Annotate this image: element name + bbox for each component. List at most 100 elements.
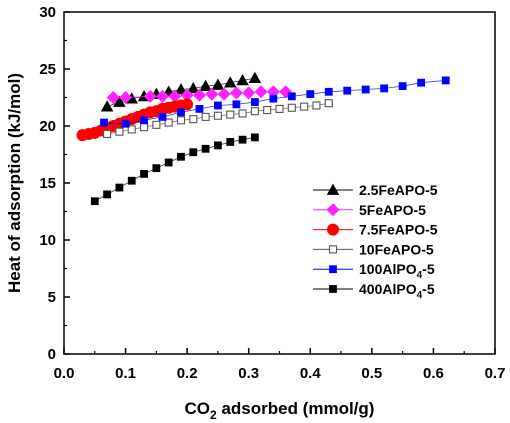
y-tick-label: 10 [39,232,56,249]
data-point [236,73,249,86]
data-point [226,138,235,146]
data-point [143,89,157,103]
series-2 [106,85,293,105]
data-point [229,86,243,100]
data-point [254,85,268,99]
x-tick-label: 0.2 [177,365,198,382]
data-point [248,71,262,83]
data-point [201,144,210,153]
data-point [119,90,133,105]
data-point [300,102,309,111]
data-point [214,101,222,110]
data-point [232,100,241,109]
legend-marker [326,203,340,217]
data-point [211,78,225,90]
data-point [361,85,370,94]
data-point [139,123,149,132]
legend-item: 7.5FeAPO-5 [313,222,438,238]
data-point [250,133,259,142]
data-point [226,110,235,119]
series-5 [100,76,450,128]
data-point [238,135,247,144]
data-point [127,125,136,134]
legend-label: 5FeAPO-5 [359,202,426,218]
data-point [189,115,198,124]
data-point [164,118,173,127]
data-point [100,100,114,112]
legend-label: 400AlPO4-5 [359,281,435,301]
data-point [417,78,426,87]
data-point [189,148,198,157]
x-tick-label: 0.6 [423,365,444,382]
data-point [380,84,389,93]
data-point [217,87,231,101]
data-point [441,76,450,85]
data-point [250,98,259,106]
data-point [287,92,296,101]
data-point [269,94,278,103]
data-point [115,127,124,136]
legend-marker [329,265,337,274]
x-tick-label: 0.5 [361,365,382,382]
data-point [275,104,284,113]
data-point [177,108,185,117]
data-point [100,118,108,127]
legend-marker [326,183,340,195]
data-point [242,86,256,100]
data-point [140,169,148,178]
legend-item: 100AlPO4-5 [313,261,435,281]
data-point [115,183,124,192]
data-point [192,88,206,102]
data-point [250,107,259,116]
data-point [312,101,321,110]
legend-marker [328,245,338,254]
series-line [94,137,255,202]
x-tick-label: 0.1 [115,365,136,382]
y-tick-label: 5 [48,289,56,306]
x-tick-label: 0.4 [300,365,322,382]
data-point [174,83,188,95]
data-point [201,112,210,121]
series-6 [90,133,259,206]
data-point [140,116,148,125]
data-point [113,95,126,107]
data-point [181,98,194,111]
data-point [158,112,167,121]
data-point [187,81,200,94]
series-3 [76,98,194,142]
legend-label: 2.5FeAPO-5 [359,182,438,198]
data-point [324,87,333,96]
y-tick-label: 20 [39,118,56,135]
data-point [205,87,219,101]
data-point [176,116,186,125]
legend-item: 10FeAPO-5 [313,241,434,257]
data-point [287,103,296,112]
series-4 [103,99,333,139]
y-tick-label: 25 [39,61,56,78]
x-tick-label: 0.0 [54,365,75,382]
x-tick-label: 0.3 [238,365,259,382]
data-point [324,99,333,108]
data-point [214,141,222,150]
data-point [343,86,352,95]
data-point [223,76,237,88]
y-axis-title: Heat of adsorption (kJ/mol) [5,73,24,293]
data-point [195,105,204,113]
legend-item: 2.5FeAPO-5 [313,182,438,198]
legend-marker [327,223,339,236]
data-point [152,164,161,173]
y-tick-label: 30 [39,4,56,21]
data-point [152,120,161,129]
legend-label: 100AlPO4-5 [359,261,435,281]
data-point [156,89,170,103]
data-point [177,152,185,161]
data-point [103,129,112,139]
data-point [238,109,247,118]
x-axis-title: CO2 adsorbed (mmol/g) [185,399,375,422]
legend-label: 7.5FeAPO-5 [359,222,438,238]
data-point [213,111,222,120]
data-point [164,158,173,167]
y-tick-label: 15 [39,175,56,192]
data-point [90,197,99,206]
